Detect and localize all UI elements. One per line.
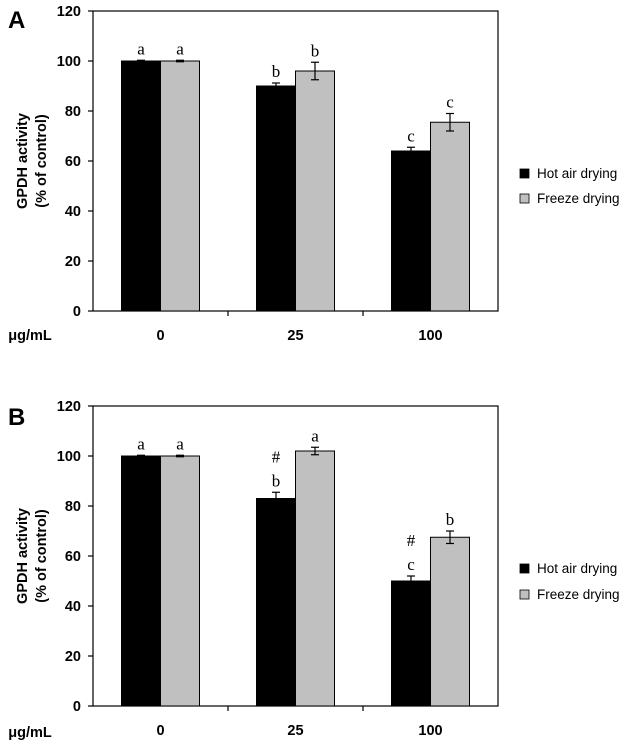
significance-letter: c (407, 126, 415, 145)
x-category-label: 25 (287, 723, 303, 739)
y-tick-label: 80 (65, 499, 81, 515)
bar-freeze-drying (295, 450, 335, 707)
significance-letter: b (446, 510, 455, 529)
chart-panel-b: B 0 20 40 60 80 100 120 GPDH activity (% of contr… (8, 399, 620, 741)
bar-freeze-drying (430, 121, 470, 312)
significance-letter: a (176, 39, 184, 58)
legend-label: Hot air drying (537, 561, 617, 576)
significance-mark: # (407, 531, 416, 550)
significance-letter: a (176, 434, 184, 453)
bar-freeze-drying (160, 60, 200, 312)
y-tick-label: 80 (65, 104, 81, 120)
y-tick-label: 20 (65, 649, 81, 665)
bar-freeze-drying (160, 455, 200, 707)
x-category-label: 100 (418, 723, 442, 739)
significance-letter: a (137, 39, 145, 58)
significance-letter: c (446, 93, 454, 112)
significance-letter: a (311, 426, 319, 445)
y-tick-label: 0 (73, 304, 81, 320)
bar-hot-air-drying (391, 580, 431, 707)
bar-freeze-drying (295, 70, 335, 312)
bar-hot-air-drying (256, 85, 296, 312)
significance-letter: b (311, 41, 320, 60)
y-tick-label: 120 (57, 4, 81, 20)
x-category-label: 0 (156, 328, 164, 344)
y-tick-label: 40 (65, 599, 81, 615)
y-tick-label: 0 (73, 699, 81, 715)
significance-letter: c (407, 555, 415, 574)
y-axis-label-unit: (% of control) (34, 114, 50, 208)
y-tick-label: 40 (65, 204, 81, 220)
x-category-label: 25 (287, 328, 303, 344)
panel-letter: B (8, 404, 25, 431)
chart-panel-a: A 0 20 40 60 80 100 120 GPDH activity (% of contr… (8, 4, 620, 344)
x-axis-unit-label: μg/mL (8, 328, 52, 344)
legend-swatch (519, 193, 530, 204)
significance-letter: b (272, 471, 281, 490)
y-axis-label: GPDH activity (15, 508, 31, 604)
x-axis-unit-label: μg/mL (8, 725, 52, 741)
legend-label: Hot air drying (537, 166, 617, 181)
bar-hot-air-drying (256, 498, 296, 707)
legend-swatch (519, 563, 530, 574)
bar-freeze-drying (430, 536, 470, 707)
bar-hot-air-drying (121, 60, 161, 312)
significance-letter: a (137, 434, 145, 453)
bar-hot-air-drying (391, 150, 431, 312)
bar-hot-air-drying (121, 455, 161, 707)
legend-label: Freeze drying (537, 191, 620, 206)
significance-letter: b (272, 62, 281, 81)
y-axis-label: GPDH activity (15, 113, 31, 209)
y-tick-label: 60 (65, 549, 81, 565)
legend-swatch (519, 168, 530, 179)
legend-label: Freeze drying (537, 587, 620, 602)
y-axis-label-unit: (% of control) (34, 509, 50, 603)
panel-letter: A (8, 7, 25, 34)
legend-swatch (519, 589, 530, 600)
y-tick-label: 20 (65, 254, 81, 270)
significance-mark: # (272, 447, 281, 466)
x-category-label: 100 (418, 328, 442, 344)
y-tick-label: 100 (57, 449, 81, 465)
y-tick-label: 120 (57, 399, 81, 415)
y-tick-label: 60 (65, 154, 81, 170)
x-category-label: 0 (156, 723, 164, 739)
y-tick-label: 100 (57, 54, 81, 70)
